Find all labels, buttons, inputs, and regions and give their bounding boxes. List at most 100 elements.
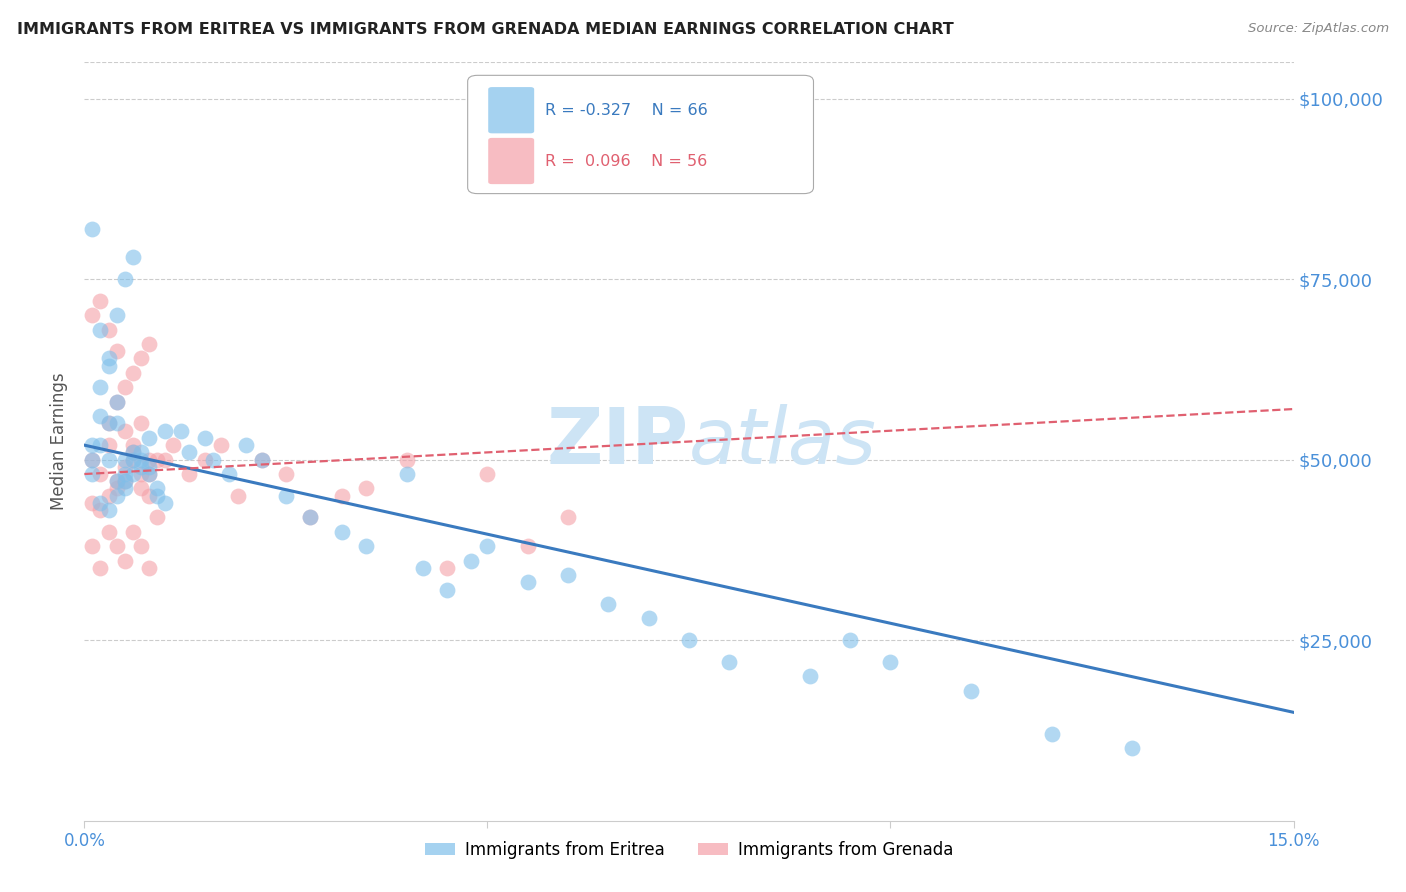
Point (162, 438, 184, 452)
Point (114, 467, 136, 481)
Point (82, 452, 104, 467)
Point (330, 524, 353, 539)
Point (129, 539, 152, 553)
Point (97, 417, 120, 431)
Point (105, 417, 128, 431)
Point (105, 394, 128, 409)
Point (839, 633, 862, 648)
Point (114, 380, 136, 394)
Point (121, 467, 143, 481)
Point (82, 221, 104, 235)
Point (97, 503, 120, 517)
Text: atlas: atlas (689, 403, 877, 480)
Point (105, 482, 128, 496)
Point (516, 539, 538, 553)
Point (89, 503, 111, 517)
Point (436, 561, 458, 575)
Point (250, 452, 273, 467)
Point (82, 438, 104, 452)
Point (129, 459, 152, 474)
Point (114, 482, 136, 496)
Point (153, 496, 176, 510)
Point (82, 452, 104, 467)
Text: ZIP: ZIP (547, 403, 689, 480)
Point (129, 452, 152, 467)
Point (274, 489, 297, 503)
Point (879, 655, 901, 669)
Point (82, 467, 104, 481)
Point (89, 561, 111, 575)
Point (153, 424, 176, 438)
FancyBboxPatch shape (488, 87, 534, 133)
Point (436, 582, 458, 597)
Point (105, 475, 128, 489)
Point (97, 359, 120, 373)
FancyBboxPatch shape (488, 138, 534, 184)
Point (395, 452, 418, 467)
Point (477, 467, 499, 481)
Point (395, 467, 418, 481)
Point (129, 351, 152, 366)
Point (194, 431, 217, 445)
Point (97, 417, 120, 431)
Point (121, 524, 143, 539)
Point (105, 394, 128, 409)
Point (82, 308, 104, 322)
Point (129, 417, 152, 431)
Point (121, 366, 143, 380)
Point (89, 380, 111, 394)
Point (356, 539, 378, 553)
Point (121, 452, 143, 467)
Y-axis label: Median Earnings: Median Earnings (51, 373, 69, 510)
Point (460, 554, 482, 568)
Point (235, 438, 257, 452)
Point (274, 467, 297, 481)
Point (114, 452, 136, 467)
Point (97, 524, 120, 539)
Point (356, 482, 378, 496)
Point (114, 424, 136, 438)
Point (598, 597, 620, 611)
Point (97, 438, 120, 452)
Point (138, 459, 160, 474)
Point (678, 633, 700, 648)
Point (138, 467, 160, 481)
Point (97, 351, 120, 366)
Point (129, 467, 152, 481)
Point (202, 452, 225, 467)
FancyBboxPatch shape (468, 75, 814, 194)
Point (516, 575, 538, 590)
Point (146, 489, 169, 503)
Point (129, 445, 152, 459)
Point (121, 445, 143, 459)
Point (637, 611, 659, 625)
Point (218, 467, 240, 481)
Point (121, 251, 143, 265)
Point (477, 539, 499, 553)
Point (114, 475, 136, 489)
Point (179, 445, 201, 459)
Point (138, 467, 160, 481)
Point (179, 467, 201, 481)
Point (250, 452, 273, 467)
Text: Source: ZipAtlas.com: Source: ZipAtlas.com (1249, 22, 1389, 36)
Point (105, 489, 128, 503)
Point (89, 323, 111, 337)
Point (114, 459, 136, 474)
Point (146, 452, 169, 467)
Text: IMMIGRANTS FROM ERITREA VS IMMIGRANTS FROM GRENADA MEDIAN EARNINGS CORRELATION C: IMMIGRANTS FROM ERITREA VS IMMIGRANTS FR… (17, 22, 953, 37)
Point (960, 683, 983, 698)
Point (299, 510, 322, 524)
Point (557, 510, 579, 524)
Point (146, 482, 169, 496)
Point (138, 452, 160, 467)
Point (153, 452, 176, 467)
Text: R = -0.327    N = 66: R = -0.327 N = 66 (546, 103, 707, 118)
Point (138, 431, 160, 445)
Point (89, 438, 111, 452)
Point (97, 323, 120, 337)
Point (105, 308, 128, 322)
Point (799, 669, 821, 683)
Point (114, 475, 136, 489)
Point (105, 344, 128, 359)
